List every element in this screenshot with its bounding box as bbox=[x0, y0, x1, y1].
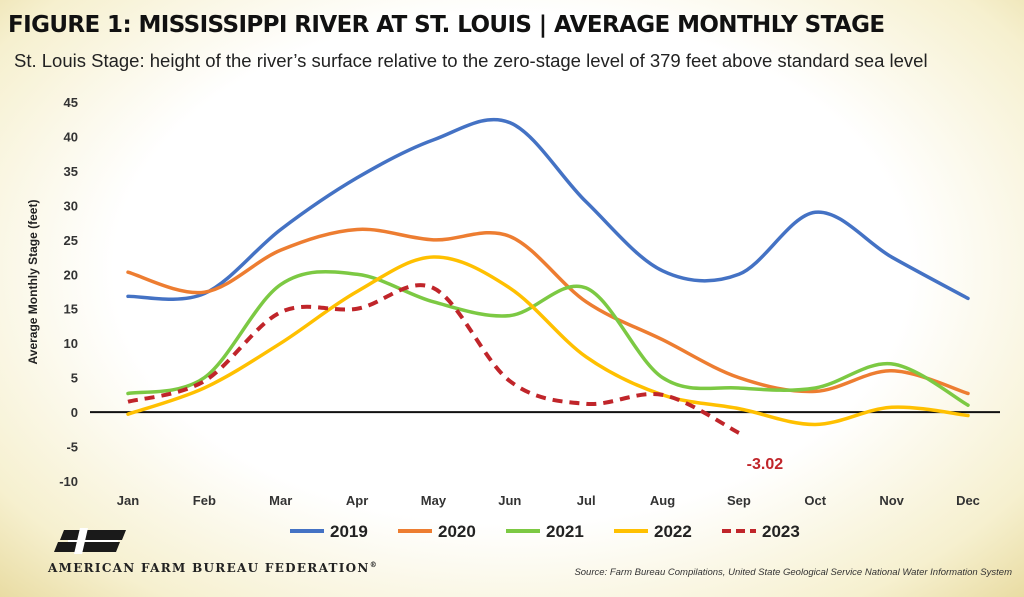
y-tick-label: 20 bbox=[64, 267, 78, 282]
series-line-2019 bbox=[126, 117, 970, 301]
series-line-2023 bbox=[127, 283, 740, 435]
chart-title: FIGURE 1: MISSISSIPPI RIVER AT ST. LOUIS… bbox=[8, 12, 885, 38]
x-tick-label: Jul bbox=[577, 493, 596, 508]
x-tick-label: Feb bbox=[193, 493, 216, 508]
afbf-logo bbox=[48, 528, 128, 559]
x-tick-label: Jan bbox=[117, 493, 139, 508]
legend-label-2021: 2021 bbox=[546, 522, 584, 541]
y-axis-ticks: 45 40 35 30 25 20 15 10 5 0 -5 -10 bbox=[59, 95, 78, 489]
x-tick-label: Nov bbox=[879, 493, 904, 508]
y-tick-label: 10 bbox=[64, 336, 78, 351]
annotations: -3.02 bbox=[747, 456, 784, 473]
y-tick-label: 0 bbox=[71, 405, 78, 420]
y-tick-label: 40 bbox=[64, 129, 78, 144]
legend-label-2019: 2019 bbox=[330, 522, 368, 541]
x-axis-ticks: Jan Feb Mar Apr May Jun Jul Aug Sep Oct Nov Dec bbox=[117, 493, 980, 508]
legend: 2019 2020 2021 2022 2023 bbox=[290, 522, 800, 541]
x-tick-label: Jun bbox=[498, 493, 521, 508]
x-tick-label: Apr bbox=[346, 493, 368, 508]
x-tick-label: Oct bbox=[804, 493, 826, 508]
y-tick-label: 35 bbox=[64, 164, 78, 179]
y-tick-label: 5 bbox=[71, 371, 78, 386]
source-note: Source: Farm Bureau Compilations, United… bbox=[574, 567, 1012, 578]
y-tick-label: 30 bbox=[64, 198, 78, 213]
chart-subtitle: St. Louis Stage: height of the river’s s… bbox=[14, 50, 928, 71]
y-axis-label: Average Monthly Stage (feet) bbox=[26, 200, 40, 365]
x-tick-label: Dec bbox=[956, 493, 980, 508]
series-line-2021 bbox=[126, 269, 970, 407]
x-tick-label: Mar bbox=[269, 493, 292, 508]
series-lines bbox=[126, 117, 970, 435]
x-tick-label: May bbox=[421, 493, 447, 508]
legend-label-2023: 2023 bbox=[762, 522, 800, 541]
x-tick-label: Sep bbox=[727, 493, 751, 508]
legend-label-2022: 2022 bbox=[654, 522, 692, 541]
y-tick-label: -10 bbox=[59, 474, 78, 489]
legend-label-2020: 2020 bbox=[438, 522, 476, 541]
y-tick-label: 15 bbox=[64, 302, 78, 317]
y-tick-label: -5 bbox=[66, 440, 78, 455]
organization-name: AMERICAN FARM BUREAU FEDERATION® bbox=[48, 560, 378, 575]
series-line-2020 bbox=[126, 227, 970, 396]
series-line-2022 bbox=[126, 255, 970, 427]
y-tick-label: 45 bbox=[64, 95, 78, 110]
y-tick-label: 25 bbox=[64, 233, 78, 248]
annotation-label: -3.02 bbox=[747, 456, 784, 473]
x-tick-label: Aug bbox=[650, 493, 675, 508]
